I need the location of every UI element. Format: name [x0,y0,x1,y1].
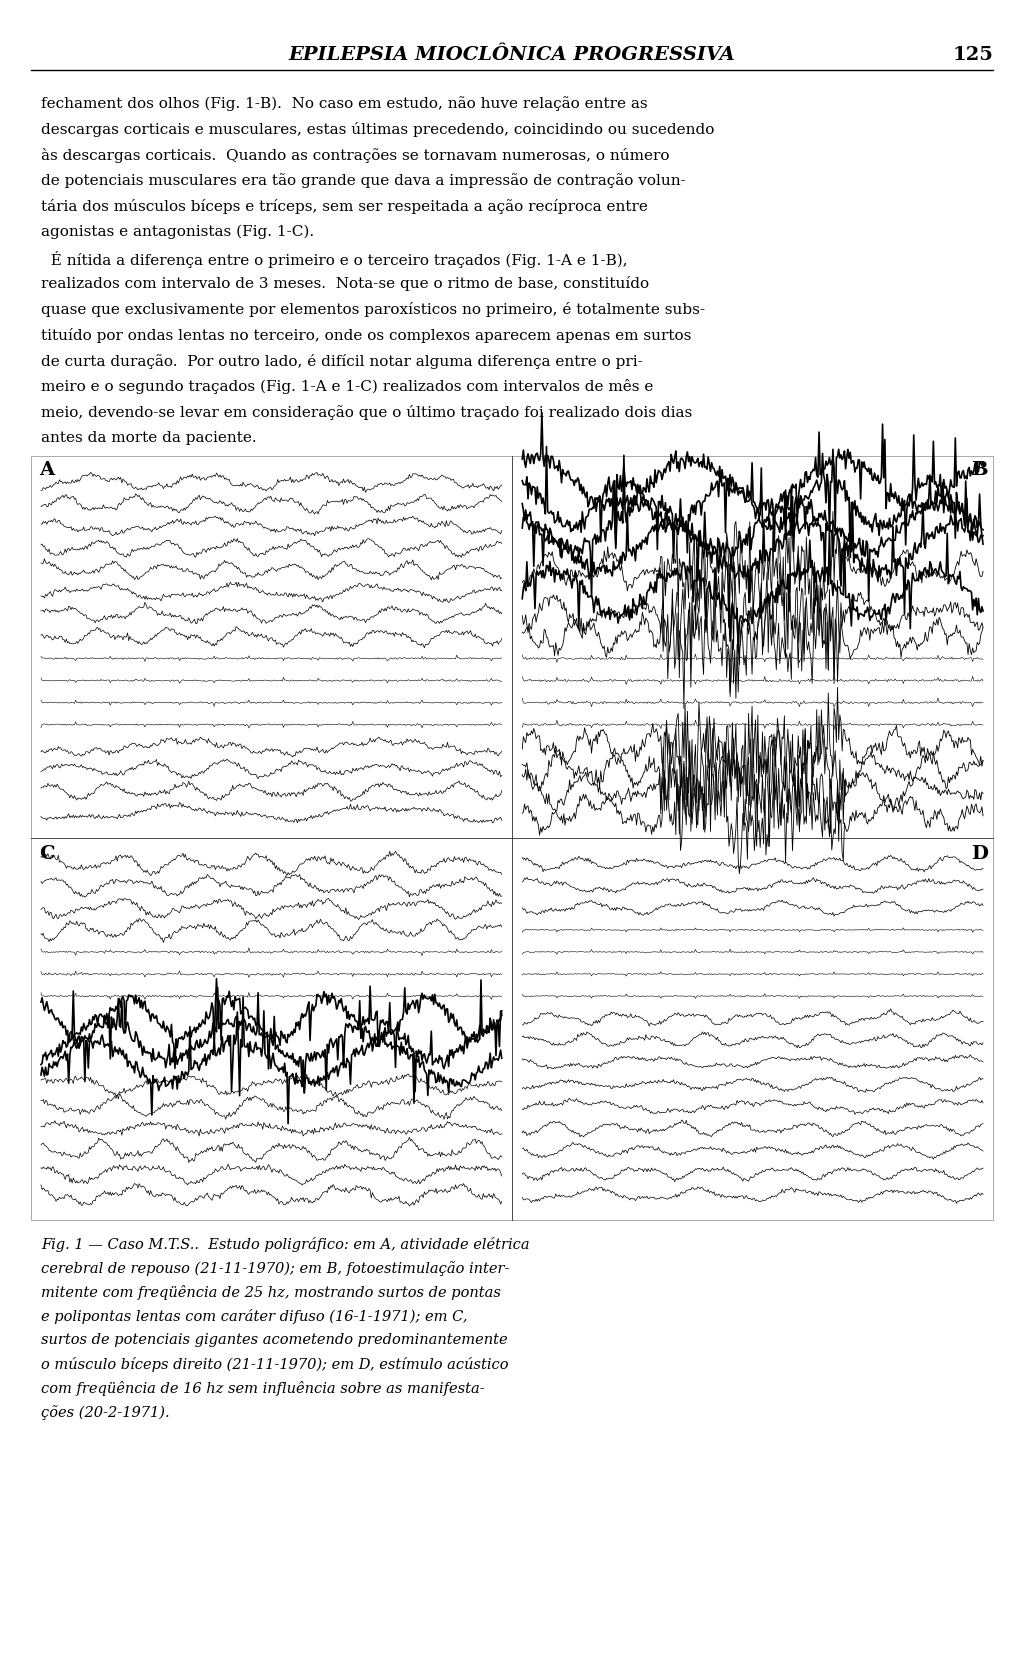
Text: C: C [39,845,54,863]
Text: meiro e o segundo traçados (Fig. 1-A e 1-C) realizados com intervalos de mês e: meiro e o segundo traçados (Fig. 1-A e 1… [41,380,653,395]
Text: É nítida a diferença entre o primeiro e o terceiro traçados (Fig. 1-A e 1-B),: É nítida a diferença entre o primeiro e … [41,251,628,267]
Text: agonistas e antagonistas (Fig. 1-C).: agonistas e antagonistas (Fig. 1-C). [41,224,314,239]
Text: e polipontas lentas com caráter difuso (16-1-1971); em C,: e polipontas lentas com caráter difuso (… [41,1308,468,1325]
Text: fechament dos olhos (Fig. 1-B).  No caso em estudo, não huve relação entre as: fechament dos olhos (Fig. 1-B). No caso … [41,96,647,111]
Text: antes da morte da paciente.: antes da morte da paciente. [41,432,257,445]
Bar [31,457,993,1220]
Text: descargas corticais e musculares, estas últimas precedendo, coincidindo ou suced: descargas corticais e musculares, estas … [41,121,715,138]
Text: de curta duração.  Por outro lado, é difícil notar alguma diferença entre o pri-: de curta duração. Por outro lado, é difí… [41,354,643,369]
Text: de potenciais musculares era tão grande que dava a impressão de contração volun-: de potenciais musculares era tão grande … [41,173,686,188]
Text: realizados com intervalo de 3 meses.  Nota-se que o ritmo de base, constituído: realizados com intervalo de 3 meses. Not… [41,276,649,292]
Text: A: A [39,461,54,480]
Text: surtos de potenciais gigantes acometendo predominantemente: surtos de potenciais gigantes acometendo… [41,1333,508,1346]
Text: com freqüência de 16 hz sem influência sobre as manifesta-: com freqüência de 16 hz sem influência s… [41,1381,484,1396]
Text: mitente com freqüência de 25 hz, mostrando surtos de pontas: mitente com freqüência de 25 hz, mostran… [41,1285,501,1300]
Text: meio, devendo-se levar em consideração que o último traçado foi realizado dois d: meio, devendo-se levar em consideração q… [41,405,692,420]
Text: tituído por ondas lentas no terceiro, onde os complexos aparecem apenas em surto: tituído por ondas lentas no terceiro, on… [41,329,691,344]
Text: cerebral de repouso (21-11-1970); em B, fotoestimulação inter-: cerebral de repouso (21-11-1970); em B, … [41,1262,510,1275]
Text: quase que exclusivamente por elementos paroxísticos no primeiro, é totalmente su: quase que exclusivamente por elementos p… [41,302,705,317]
Text: às descargas corticais.  Quando as contrações se tornavam numerosas, o número: às descargas corticais. Quando as contra… [41,148,670,163]
Text: o músculo bíceps direito (21-11-1970); em D, estímulo acústico: o músculo bíceps direito (21-11-1970); e… [41,1358,509,1373]
Text: 125: 125 [952,46,993,65]
Text: Fig. 1 — Caso M.T.S..  Estudo poligráfico: em A, atividade elétrica: Fig. 1 — Caso M.T.S.. Estudo poligráfico… [41,1237,529,1252]
Text: D: D [971,845,988,863]
Text: B: B [972,461,988,480]
Text: tária dos músculos bíceps e tríceps, sem ser respeitada a ação recíproca entre: tária dos músculos bíceps e tríceps, sem… [41,199,648,214]
Text: EPILEPSIA MIOCLÔNICA PROGRESSIVA: EPILEPSIA MIOCLÔNICA PROGRESSIVA [289,46,735,65]
Text: ções (20-2-1971).: ções (20-2-1971). [41,1404,170,1419]
